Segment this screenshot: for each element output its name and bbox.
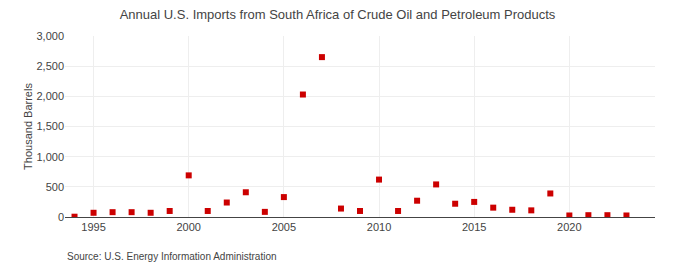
svg-text:2,000: 2,000 — [36, 90, 64, 102]
svg-text:2005: 2005 — [272, 221, 296, 233]
svg-text:1,000: 1,000 — [36, 151, 64, 163]
svg-text:1,500: 1,500 — [36, 120, 64, 132]
svg-text:1995: 1995 — [81, 221, 105, 233]
svg-text:2020: 2020 — [557, 221, 581, 233]
svg-text:Source: U.S. Energy Informatio: Source: U.S. Energy Information Administ… — [67, 251, 277, 262]
svg-text:2000: 2000 — [176, 221, 200, 233]
svg-text:Thousand Barrels: Thousand Barrels — [22, 83, 34, 170]
svg-text:Annual U.S. Imports from South: Annual U.S. Imports from South Africa of… — [120, 7, 556, 22]
svg-text:0: 0 — [58, 211, 64, 223]
svg-text:3,000: 3,000 — [36, 30, 64, 42]
svg-text:2015: 2015 — [462, 221, 486, 233]
svg-text:2010: 2010 — [367, 221, 391, 233]
svg-text:2,500: 2,500 — [36, 60, 64, 72]
svg-text:500: 500 — [46, 181, 64, 193]
